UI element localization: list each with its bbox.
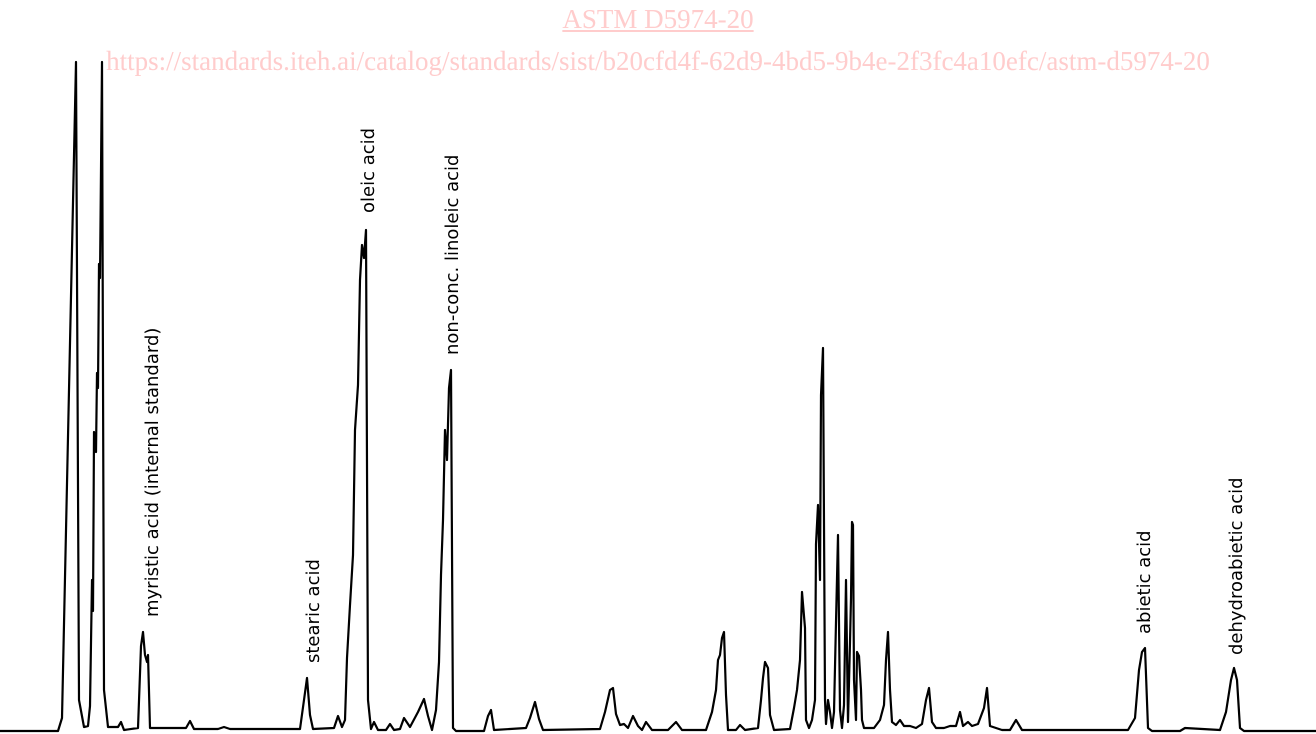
- peak-label-dehydroabietic-acid: dehydroabietic acid: [1226, 477, 1247, 655]
- watermark-title: ASTM D5974-20: [562, 4, 754, 34]
- peak-label-myristic-acid: myristic acid (internal standard): [142, 328, 163, 617]
- peak-label-abietic-acid: abietic acid: [1134, 530, 1155, 634]
- peak-label-stearic-acid: stearic acid: [303, 559, 324, 663]
- peak-label-linoleic-acid: non-conc. linoleic acid: [442, 155, 463, 355]
- peak-label-oleic-acid: oleic acid: [358, 128, 379, 213]
- chromatogram-trace: [0, 60, 1316, 733]
- watermark-url: https://standards.iteh.ai/catalog/standa…: [106, 46, 1210, 76]
